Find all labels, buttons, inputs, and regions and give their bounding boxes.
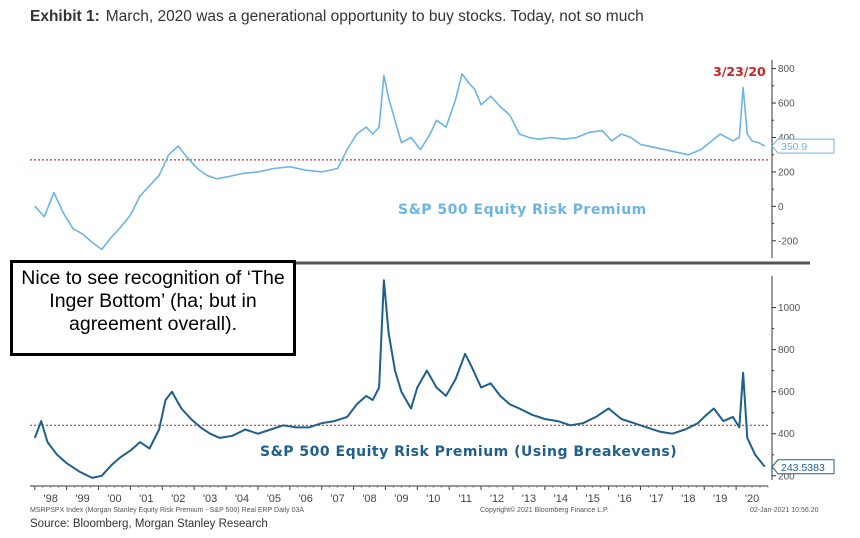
x-tick-label: '07: [330, 493, 344, 505]
top-series-label: S&P 500 Equity Risk Premium: [398, 202, 647, 218]
x-tick-label: '99: [75, 493, 89, 505]
x-tick-label: '18: [681, 493, 695, 505]
x-tick-label: '15: [585, 493, 599, 505]
exhibit-label: Exhibit 1:: [30, 8, 100, 25]
index-note: MSRPSPX Index (Morgan Stanley Equity Ris…: [30, 507, 304, 514]
bottom-panel: 200 400 600 800 1000 243.5383 S&P 500 Equity R…: [30, 276, 835, 482]
top-y-tick-label: 400: [778, 133, 795, 144]
top-y-tick-label: 800: [778, 64, 795, 75]
bottom-y-tick-label: 400: [778, 429, 795, 440]
bottom-series-label: S&P 500 Equity Risk Premium (Using Break…: [260, 444, 677, 460]
callout-box: Nice to see recognition of ‘The Inger Bo…: [10, 260, 296, 356]
top-y-tick-label: 200: [778, 167, 795, 178]
x-tick-label: '13: [522, 493, 536, 505]
x-tick-label: '12: [490, 493, 504, 505]
x-axis: '98 '99 '00 '01 '02 '03 '04 '05 '06 '07 '08 '09 '10 '…: [30, 485, 769, 505]
x-tick-label: '19: [713, 493, 727, 505]
x-tick-label: '17: [649, 493, 663, 505]
x-tick-label: '02: [171, 493, 185, 505]
exhibit-title: March, 2020 was a generational opportuni…: [105, 8, 644, 25]
bottom-y-tick-label: 600: [778, 387, 795, 398]
x-tick-label: '01: [139, 493, 153, 505]
footer: MSRPSPX Index (Morgan Stanley Equity Ris…: [30, 506, 819, 514]
bottom-y-tick-label: 200: [778, 471, 795, 482]
bottom-last-value-box: [771, 459, 835, 475]
x-tick-label: '98: [44, 493, 58, 505]
x-tick-label: '10: [426, 493, 440, 505]
callout-text: Nice to see recognition of ‘The Inger Bo…: [21, 267, 285, 335]
x-tick-label: '05: [267, 493, 281, 505]
top-y-tick-label: -200: [778, 236, 798, 247]
x-tick-label: '06: [299, 493, 313, 505]
bottom-series-line: [33, 279, 766, 479]
x-tick-label: '11: [458, 493, 472, 505]
copyright-note: Copyright© 2021 Bloomberg Finance L.P.: [480, 506, 609, 514]
x-tick-label: '16: [617, 493, 631, 505]
x-tick-label: '08: [362, 493, 376, 505]
x-tick-label: '20: [745, 493, 759, 505]
bottom-y-tick-label: 800: [778, 345, 795, 356]
annotation-date: 3/23/20: [713, 64, 766, 79]
top-last-value-label: 350.9: [781, 141, 807, 153]
bottom-y-tick-label: 1000: [778, 303, 801, 314]
x-tick-label: '09: [394, 493, 408, 505]
x-tick-label: '14: [554, 493, 568, 505]
x-tick-label: '04: [235, 493, 249, 505]
top-y-tick-label: 0: [778, 202, 784, 213]
x-tick-label: '03: [203, 493, 217, 505]
top-last-value-box: [771, 138, 835, 154]
top-last-value-flag: 350.9: [771, 138, 835, 154]
chart-header: Exhibit 1: March, 2020 was a generational…: [30, 8, 644, 26]
bottom-last-value-label: 243.5383: [781, 462, 825, 474]
top-series-line: [34, 73, 766, 251]
timestamp: 02-Jan-2021 10:56:20: [750, 507, 819, 514]
source-note: Source: Bloomberg, Morgan Stanley Resear…: [30, 518, 268, 530]
bottom-last-value-flag: 243.5383: [771, 459, 835, 475]
top-panel: -200 0 200 400 600 800 350.9 S&P 500 Equity Ris…: [30, 60, 835, 258]
x-tick-label: '00: [107, 493, 121, 505]
top-y-tick-label: 600: [778, 99, 795, 110]
